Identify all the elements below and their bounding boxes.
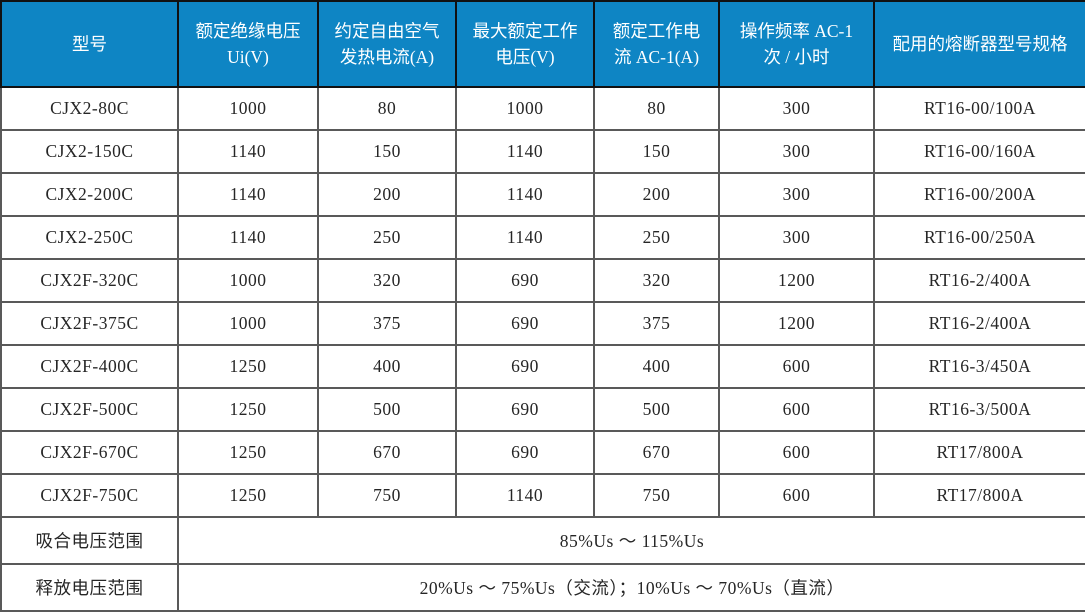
cell-model: CJX2-200C: [0, 172, 179, 217]
cell-model: CJX2-150C: [0, 129, 179, 174]
cell-insulation-voltage: 1000: [177, 258, 319, 303]
table-row: CJX2-250C 1140 250 1140 250 300 RT16-00/…: [0, 215, 1085, 260]
cell-model: CJX2-250C: [0, 215, 179, 260]
cell-working-current: 150: [593, 129, 720, 174]
cell-insulation-voltage: 1000: [177, 301, 319, 346]
cell-operating-frequency: 300: [718, 129, 875, 174]
cell-thermal-current: 750: [317, 473, 457, 518]
cell-max-working-voltage: 1140: [455, 473, 595, 518]
table-row: CJX2-80C 1000 80 1000 80 300 RT16-00/100…: [0, 86, 1085, 131]
cell-fuse-spec: RT17/800A: [873, 473, 1085, 518]
table-row: CJX2F-320C 1000 320 690 320 1200 RT16-2/…: [0, 258, 1085, 303]
cell-insulation-voltage: 1140: [177, 129, 319, 174]
cell-operating-frequency: 600: [718, 387, 875, 432]
cell-model: CJX2F-375C: [0, 301, 179, 346]
cell-operating-frequency: 600: [718, 430, 875, 475]
header-row: 型号 额定绝缘电压 Ui(V) 约定自由空气发热电流(A) 最大额定工作电压(V…: [0, 0, 1085, 88]
cell-working-current: 375: [593, 301, 720, 346]
column-header-max-rated-working-voltage: 最大额定工作电压(V): [455, 0, 595, 88]
cell-operating-frequency: 600: [718, 344, 875, 389]
cell-thermal-current: 400: [317, 344, 457, 389]
cell-insulation-voltage: 1140: [177, 215, 319, 260]
cell-model: CJX2F-500C: [0, 387, 179, 432]
cell-insulation-voltage: 1250: [177, 473, 319, 518]
cell-fuse-spec: RT16-00/200A: [873, 172, 1085, 217]
table-row: CJX2-200C 1140 200 1140 200 300 RT16-00/…: [0, 172, 1085, 217]
cell-fuse-spec: RT16-3/500A: [873, 387, 1085, 432]
cell-model: CJX2F-750C: [0, 473, 179, 518]
cell-thermal-current: 250: [317, 215, 457, 260]
cell-insulation-voltage: 1250: [177, 387, 319, 432]
release-voltage-range-label: 释放电压范围: [0, 563, 179, 612]
cell-operating-frequency: 600: [718, 473, 875, 518]
release-voltage-range-value: 20%Us ～ 75%Us（交流）；10%Us ～ 70%Us（直流）: [177, 563, 1085, 612]
cell-insulation-voltage: 1250: [177, 344, 319, 389]
pickup-voltage-range-value: 85%Us ～ 115%Us: [177, 516, 1085, 565]
table-row: CJX2F-500C 1250 500 690 500 600 RT16-3/5…: [0, 387, 1085, 432]
cell-max-working-voltage: 690: [455, 301, 595, 346]
cell-max-working-voltage: 1140: [455, 129, 595, 174]
cell-max-working-voltage: 1140: [455, 215, 595, 260]
cell-max-working-voltage: 690: [455, 387, 595, 432]
cell-working-current: 320: [593, 258, 720, 303]
cell-operating-frequency: 300: [718, 172, 875, 217]
cell-max-working-voltage: 1140: [455, 172, 595, 217]
cell-working-current: 670: [593, 430, 720, 475]
cell-thermal-current: 150: [317, 129, 457, 174]
cell-working-current: 250: [593, 215, 720, 260]
pickup-voltage-range-row: 吸合电压范围 85%Us ～ 115%Us: [0, 516, 1085, 565]
cell-max-working-voltage: 690: [455, 344, 595, 389]
cell-insulation-voltage: 1000: [177, 86, 319, 131]
cell-thermal-current: 320: [317, 258, 457, 303]
pickup-voltage-range-label: 吸合电压范围: [0, 516, 179, 565]
column-header-fuse-spec: 配用的熔断器型号规格: [873, 0, 1085, 88]
cell-max-working-voltage: 690: [455, 430, 595, 475]
cell-insulation-voltage: 1140: [177, 172, 319, 217]
cell-working-current: 200: [593, 172, 720, 217]
cell-model: CJX2F-320C: [0, 258, 179, 303]
cell-thermal-current: 670: [317, 430, 457, 475]
cell-model: CJX2F-400C: [0, 344, 179, 389]
column-header-free-air-thermal-current: 约定自由空气发热电流(A): [317, 0, 457, 88]
cell-insulation-voltage: 1250: [177, 430, 319, 475]
cell-fuse-spec: RT16-00/100A: [873, 86, 1085, 131]
cell-thermal-current: 375: [317, 301, 457, 346]
cell-working-current: 400: [593, 344, 720, 389]
cell-fuse-spec: RT16-2/400A: [873, 301, 1085, 346]
cell-thermal-current: 500: [317, 387, 457, 432]
cell-working-current: 80: [593, 86, 720, 131]
cell-fuse-spec: RT16-2/400A: [873, 258, 1085, 303]
cell-max-working-voltage: 1000: [455, 86, 595, 131]
cell-max-working-voltage: 690: [455, 258, 595, 303]
column-header-model: 型号: [0, 0, 179, 88]
cell-operating-frequency: 1200: [718, 258, 875, 303]
cell-fuse-spec: RT16-3/450A: [873, 344, 1085, 389]
cell-operating-frequency: 300: [718, 215, 875, 260]
column-header-operating-frequency: 操作频率 AC-1 次 / 小时: [718, 0, 875, 88]
cell-operating-frequency: 300: [718, 86, 875, 131]
cell-fuse-spec: RT16-00/160A: [873, 129, 1085, 174]
column-header-rated-insulation-voltage: 额定绝缘电压 Ui(V): [177, 0, 319, 88]
cell-working-current: 500: [593, 387, 720, 432]
cell-model: CJX2-80C: [0, 86, 179, 131]
table-row: CJX2-150C 1140 150 1140 150 300 RT16-00/…: [0, 129, 1085, 174]
table-row: CJX2F-670C 1250 670 690 670 600 RT17/800…: [0, 430, 1085, 475]
release-voltage-range-row: 释放电压范围 20%Us ～ 75%Us（交流）；10%Us ～ 70%Us（直…: [0, 563, 1085, 612]
table-row: CJX2F-400C 1250 400 690 400 600 RT16-3/4…: [0, 344, 1085, 389]
column-header-rated-working-current-ac1: 额定工作电流 AC-1(A): [593, 0, 720, 88]
table-body: CJX2-80C 1000 80 1000 80 300 RT16-00/100…: [0, 86, 1085, 612]
table-header: 型号 额定绝缘电压 Ui(V) 约定自由空气发热电流(A) 最大额定工作电压(V…: [0, 0, 1085, 88]
cell-model: CJX2F-670C: [0, 430, 179, 475]
cell-fuse-spec: RT17/800A: [873, 430, 1085, 475]
cell-working-current: 750: [593, 473, 720, 518]
cell-thermal-current: 80: [317, 86, 457, 131]
cell-operating-frequency: 1200: [718, 301, 875, 346]
table-row: CJX2F-375C 1000 375 690 375 1200 RT16-2/…: [0, 301, 1085, 346]
table-row: CJX2F-750C 1250 750 1140 750 600 RT17/80…: [0, 473, 1085, 518]
cell-fuse-spec: RT16-00/250A: [873, 215, 1085, 260]
cell-thermal-current: 200: [317, 172, 457, 217]
